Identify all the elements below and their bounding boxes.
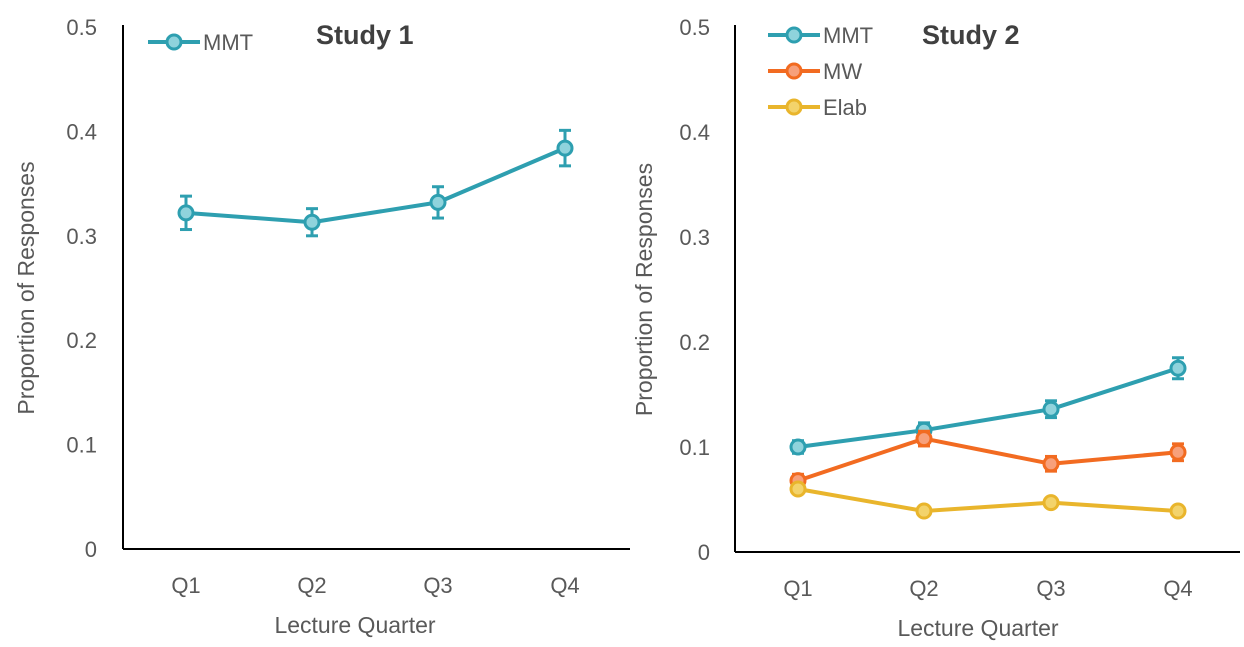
y-tick-label: 0	[698, 540, 710, 565]
y-tick-label: 0.2	[66, 328, 97, 353]
y-tick-label: 0.4	[679, 120, 710, 145]
y-tick-label: 0.2	[679, 330, 710, 355]
y-tick-label: 0.4	[66, 119, 97, 144]
data-point	[1042, 455, 1060, 473]
y-tick-label: 0.5	[66, 15, 97, 40]
x-tick-label: Q1	[783, 576, 812, 601]
series-mmt	[177, 128, 574, 238]
data-point	[1042, 400, 1060, 418]
data-point	[1169, 443, 1187, 461]
x-tick-label: Q2	[909, 576, 938, 601]
legend-marker	[165, 33, 183, 51]
legend-label: MMT	[823, 23, 873, 48]
series-line	[185, 146, 566, 225]
series-mmt	[789, 356, 1187, 456]
legend-marker	[785, 62, 803, 80]
x-tick-label: Q3	[423, 573, 452, 598]
y-tick-label: 0	[85, 537, 97, 562]
series-line	[797, 436, 1179, 483]
x-axis-title: Lecture Quarter	[274, 612, 435, 638]
legend-label: MMT	[203, 30, 253, 55]
data-point	[789, 438, 807, 456]
series-line	[797, 487, 1179, 514]
chart-title: Study 1	[316, 20, 414, 50]
legend-label: Elab	[823, 95, 867, 120]
y-tick-label: 0.3	[679, 225, 710, 250]
x-tick-label: Q3	[1036, 576, 1065, 601]
y-tick-label: 0.3	[66, 224, 97, 249]
data-point	[789, 480, 807, 498]
data-point	[429, 193, 447, 211]
chart-title: Study 2	[922, 20, 1020, 50]
x-tick-label: Q1	[171, 573, 200, 598]
y-tick-label: 0.1	[679, 435, 710, 460]
y-tick-label: 0.5	[679, 15, 710, 40]
data-point	[1042, 494, 1060, 512]
legend: MMT MW Elab	[768, 23, 873, 120]
data-point	[915, 502, 933, 520]
chart-panel-2: 0 0.1 0.2 0.3 0.4 0.5 Q1 Q2 Q3 Q4 Lecture Quarter P…	[631, 15, 1240, 641]
legend-marker	[785, 26, 803, 44]
data-point	[556, 139, 574, 157]
data-point	[177, 204, 195, 222]
y-tick-label: 0.1	[66, 433, 97, 458]
legend-label: MW	[823, 59, 862, 84]
x-axis-title: Lecture Quarter	[897, 615, 1058, 641]
series-elab	[789, 480, 1187, 520]
legend-marker	[785, 98, 803, 116]
x-tick-label: Q2	[297, 573, 326, 598]
y-axis-title: Proportion of Responses	[13, 161, 39, 414]
data-point	[915, 430, 933, 448]
x-tick-label: Q4	[550, 573, 579, 598]
y-axis-title: Proportion of Responses	[631, 163, 657, 416]
data-point	[303, 213, 321, 231]
series-line	[797, 366, 1179, 449]
x-tick-label: Q4	[1163, 576, 1192, 601]
chart-panel-1: 0 0.1 0.2 0.3 0.4 0.5 Q1 Q2 Q3 Q4 Lecture Quarter P…	[13, 15, 630, 638]
data-point	[1169, 359, 1187, 377]
legend: MMT	[148, 30, 253, 55]
data-point	[1169, 502, 1187, 520]
